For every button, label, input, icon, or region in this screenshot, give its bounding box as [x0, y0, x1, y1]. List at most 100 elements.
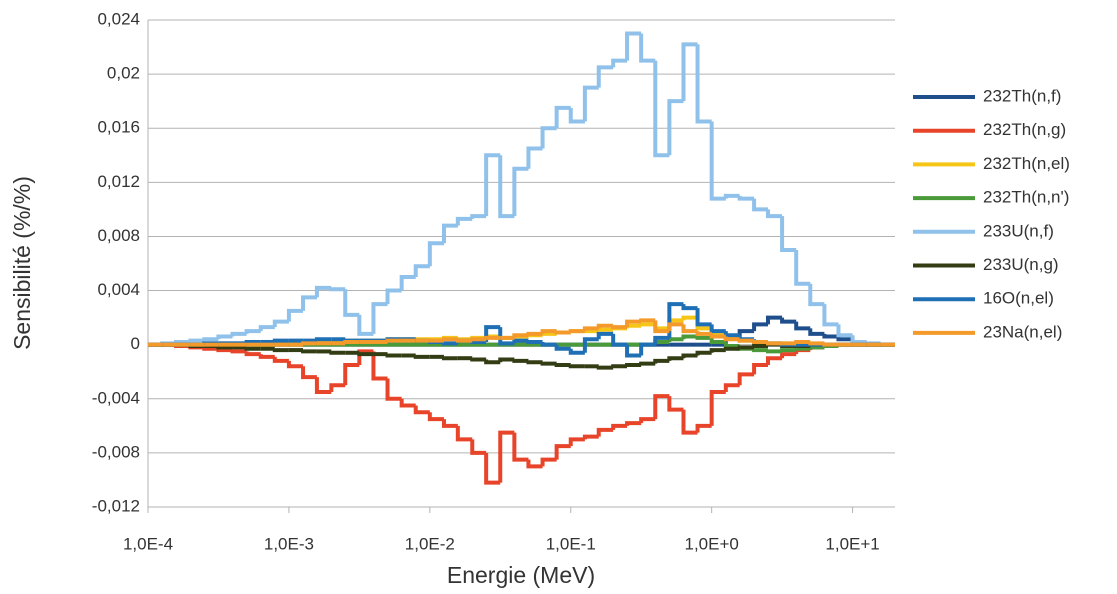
- line-step: [681, 409, 698, 435]
- line-step: [653, 358, 670, 364]
- line-step: [639, 342, 656, 356]
- line-step: [808, 283, 825, 307]
- line-step: [625, 323, 642, 329]
- line-step: [681, 353, 698, 359]
- line-step: [343, 362, 360, 386]
- line-step: [794, 249, 811, 286]
- line-step: [709, 121, 726, 201]
- line-step: [752, 348, 768, 353]
- line-step: [808, 345, 825, 350]
- line-step: [385, 338, 402, 343]
- line-step: [653, 335, 670, 345]
- line-step: [568, 107, 585, 124]
- line-step: [540, 457, 557, 467]
- line-step: [484, 359, 501, 365]
- y-tick-label: 0,024: [97, 9, 140, 28]
- line-step: [357, 352, 374, 357]
- line-step: [681, 304, 698, 311]
- line-step: [780, 352, 797, 359]
- line-step: [272, 319, 289, 328]
- line-step: [611, 364, 628, 369]
- line-step: [681, 334, 698, 340]
- line-step: [399, 398, 416, 408]
- line-step: [611, 58, 628, 68]
- line-step: [526, 146, 543, 169]
- line-step: [512, 333, 529, 338]
- line-step: [554, 344, 571, 351]
- line-step: [808, 328, 825, 336]
- line-step: [625, 319, 642, 328]
- line-step: [512, 432, 529, 462]
- line-step: [653, 320, 670, 334]
- line-step: [794, 339, 811, 344]
- line-step: [568, 364, 585, 369]
- legend-label: 232Th(n,g): [983, 120, 1066, 139]
- line-step: [230, 349, 247, 354]
- line-step: [357, 349, 374, 365]
- line-step: [441, 223, 458, 244]
- line-step: [286, 360, 304, 369]
- line-step: [611, 325, 628, 330]
- line-step: [596, 331, 614, 340]
- x-tick-label: 1,0E+0: [684, 534, 738, 553]
- line-step: [667, 322, 684, 332]
- line-step: [723, 383, 740, 393]
- line-step: [385, 378, 402, 401]
- line-step: [780, 348, 797, 353]
- line-step: [343, 339, 360, 344]
- line-step: [286, 308, 304, 322]
- line-step: [484, 335, 501, 340]
- line-step: [653, 394, 670, 420]
- line-step: [484, 153, 501, 217]
- line-step: [765, 209, 783, 219]
- line-step: [639, 417, 656, 424]
- line-step: [752, 339, 768, 344]
- line-step: [611, 333, 628, 347]
- line-step: [737, 329, 755, 338]
- line-step: [611, 423, 628, 430]
- line-step: [512, 358, 529, 363]
- x-tick-label: 1,0E-3: [264, 534, 314, 553]
- y-tick-label: 0: [131, 334, 140, 353]
- line-step: [244, 346, 261, 351]
- line-step: [526, 360, 543, 365]
- line-step: [596, 323, 614, 329]
- line-step: [441, 356, 458, 361]
- x-axis-label: Energie (MeV): [447, 562, 595, 588]
- line-step: [314, 285, 332, 298]
- legend-label: 233U(n,g): [983, 255, 1059, 274]
- line-step: [554, 444, 571, 460]
- line-step: [625, 421, 642, 426]
- line-step: [625, 344, 642, 358]
- legend-label: 232Th(n,el): [983, 154, 1070, 173]
- line-step: [329, 350, 346, 355]
- line-step: [540, 329, 557, 334]
- line-step: [653, 324, 670, 331]
- line-step: [568, 329, 585, 334]
- line-step: [526, 339, 543, 344]
- line-step: [639, 322, 656, 327]
- line-step: [737, 338, 755, 343]
- line-step: [780, 216, 797, 252]
- line-step: [681, 324, 698, 334]
- line-step: [230, 331, 247, 337]
- legend-label: 232Th(n,n'): [983, 188, 1069, 207]
- line-step: [709, 324, 726, 334]
- line-step: [554, 105, 571, 129]
- line-step: [667, 396, 684, 412]
- line-step: [596, 427, 614, 437]
- line-step: [709, 348, 726, 353]
- line-step: [737, 345, 755, 350]
- line-step: [822, 342, 839, 347]
- line-step: [709, 337, 726, 344]
- line-step: [301, 341, 317, 346]
- line-step: [723, 346, 740, 351]
- x-tick-label: 1,0E-2: [405, 534, 455, 553]
- y-tick-label: 0,02: [107, 64, 140, 83]
- line-step: [272, 348, 289, 353]
- line-step: [484, 452, 501, 485]
- line-step: [765, 356, 783, 365]
- line-step: [301, 366, 317, 380]
- line-step: [625, 362, 642, 367]
- line-step: [695, 331, 712, 336]
